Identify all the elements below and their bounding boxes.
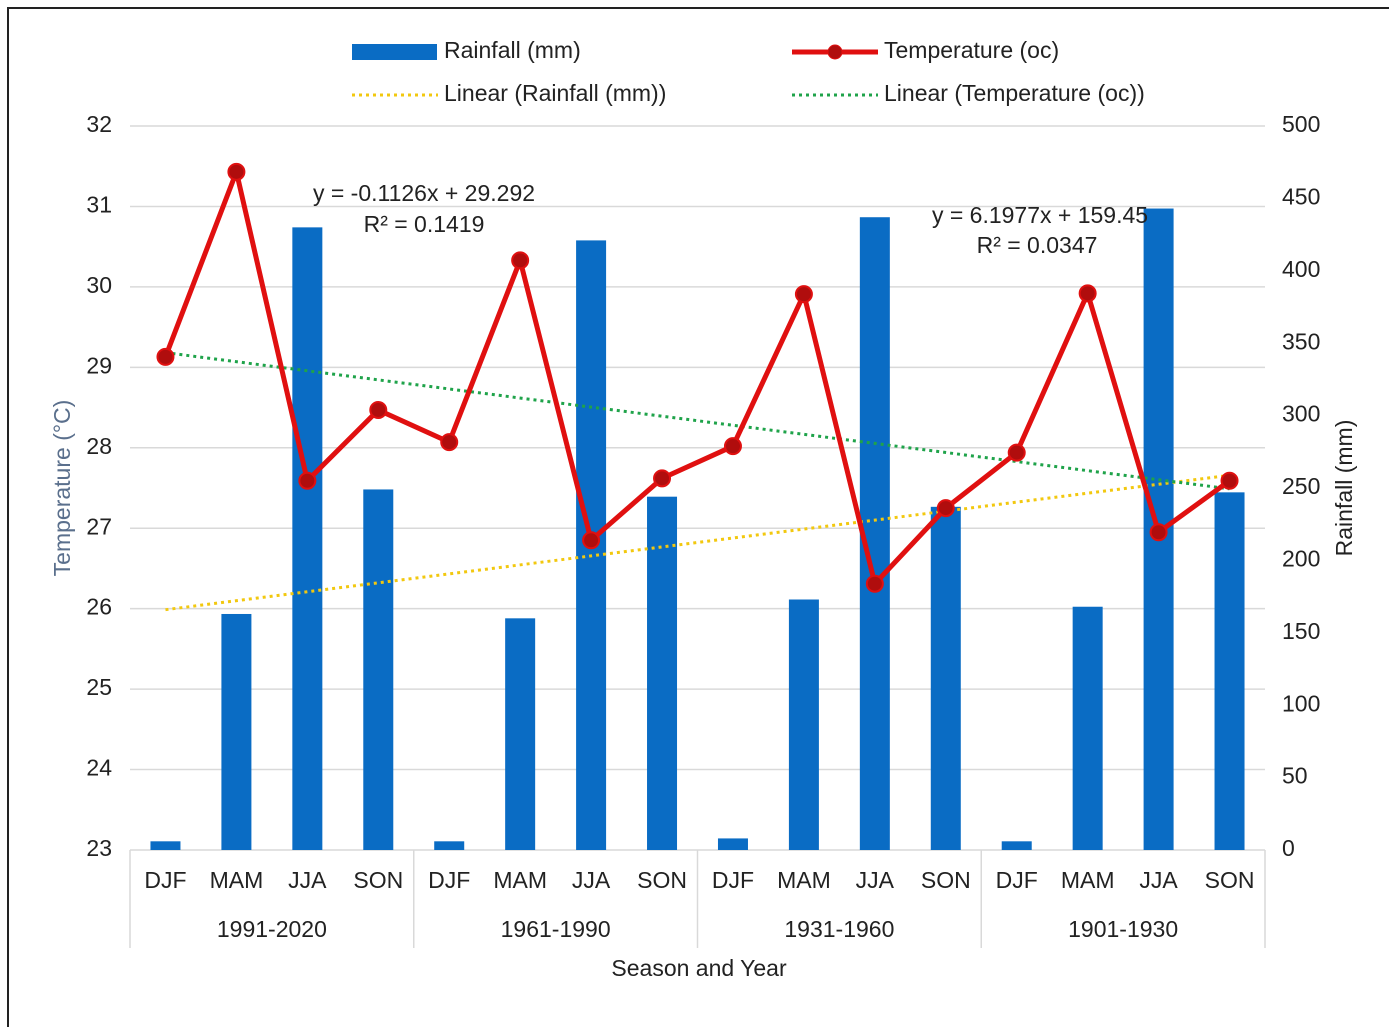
line-point <box>865 574 884 593</box>
y2-tick-label: 250 <box>1282 473 1320 499</box>
y-tick-label: 25 <box>86 674 112 700</box>
trend-r2: R² = 0.0347 <box>977 232 1098 258</box>
group-label: 1901-1930 <box>1068 916 1178 942</box>
line-point <box>156 347 175 366</box>
legend-label: Rainfall (mm) <box>444 37 581 63</box>
bar <box>647 496 678 850</box>
line-point <box>511 251 530 270</box>
x-tick-label: DJF <box>712 867 754 893</box>
y2-tick-label: 450 <box>1282 183 1320 209</box>
y2-tick-label: 50 <box>1282 763 1308 789</box>
y-tick-label: 23 <box>86 835 112 861</box>
y-tick-label: 30 <box>86 272 112 298</box>
line-point <box>936 499 955 518</box>
bar <box>363 489 394 850</box>
y-tick-label: 31 <box>86 192 112 218</box>
line-point <box>653 469 672 488</box>
legend-label: Linear (Rainfall (mm)) <box>444 80 666 106</box>
group-label: 1961-1990 <box>501 916 611 942</box>
x-tick-label: JJA <box>572 867 611 893</box>
line-point <box>1220 471 1239 490</box>
y2-tick-label: 500 <box>1282 111 1320 137</box>
x-tick-label: JJA <box>1139 867 1178 893</box>
x-tick-label: SON <box>353 867 403 893</box>
line-point <box>369 400 388 419</box>
y2-tick-label: 300 <box>1282 401 1320 427</box>
y2-tick-label: 0 <box>1282 835 1295 861</box>
bar <box>292 227 323 851</box>
trend-equation: y = 6.1977x + 159.45 <box>932 202 1148 228</box>
group-label: 1931-1960 <box>784 916 894 942</box>
line-point <box>440 433 459 452</box>
line <box>163 169 1231 587</box>
line-point <box>227 162 246 181</box>
y-tick-label: 28 <box>86 433 112 459</box>
chart-border <box>7 7 1389 1027</box>
y2-tick-label: 400 <box>1282 256 1320 282</box>
x-tick-label: SON <box>637 867 687 893</box>
y2-tick-label: 200 <box>1282 545 1320 571</box>
bar <box>717 838 748 850</box>
bar <box>221 613 252 850</box>
x-tick-label: DJF <box>428 867 470 893</box>
bar <box>788 599 819 850</box>
bar <box>434 841 465 850</box>
x-tick-label: MAM <box>777 867 831 893</box>
line-point <box>1007 443 1026 462</box>
x-tick-label: MAM <box>493 867 547 893</box>
trend-r2: R² = 0.1419 <box>364 211 485 237</box>
y2-axis-label: Rainfall (mm) <box>1331 420 1357 557</box>
group-label: 1991-2020 <box>217 916 327 942</box>
y-tick-label: 32 <box>86 111 112 137</box>
y2-tick-label: 350 <box>1282 328 1320 354</box>
y-tick-label: 27 <box>86 513 112 539</box>
bar <box>1001 841 1032 850</box>
x-tick-label: MAM <box>210 867 264 893</box>
x-tick-label: SON <box>1205 867 1255 893</box>
x-tick-label: MAM <box>1061 867 1115 893</box>
y-tick-label: 29 <box>86 352 112 378</box>
trendline <box>165 351 1230 491</box>
line-point <box>1149 523 1168 542</box>
line-point <box>298 471 317 490</box>
trend-equation: y = -0.1126x + 29.292 <box>313 180 535 206</box>
line-point <box>582 531 601 550</box>
line-point <box>1078 284 1097 303</box>
bar <box>505 618 536 850</box>
x-tick-label: SON <box>921 867 971 893</box>
line-point <box>723 437 742 456</box>
bar <box>930 506 961 850</box>
x-tick-label: JJA <box>856 867 895 893</box>
legend-label: Linear (Temperature (oc)) <box>884 80 1145 106</box>
legend-swatch <box>827 44 843 60</box>
x-tick-label: DJF <box>144 867 186 893</box>
x-tick-label: JJA <box>288 867 327 893</box>
y-tick-label: 24 <box>86 755 112 781</box>
y2-tick-label: 100 <box>1282 690 1320 716</box>
x-axis-label: Season and Year <box>611 955 787 981</box>
bar <box>1214 492 1245 850</box>
line-point <box>794 285 813 304</box>
y-axis-label: Temperature (°C) <box>49 400 75 577</box>
legend-swatch <box>352 44 437 60</box>
y-tick-label: 26 <box>86 594 112 620</box>
bar <box>150 841 181 850</box>
y2-tick-label: 150 <box>1282 618 1320 644</box>
bar <box>1072 606 1103 850</box>
trendline <box>165 473 1230 612</box>
legend-label: Temperature (oc) <box>884 37 1059 63</box>
x-tick-label: DJF <box>996 867 1038 893</box>
